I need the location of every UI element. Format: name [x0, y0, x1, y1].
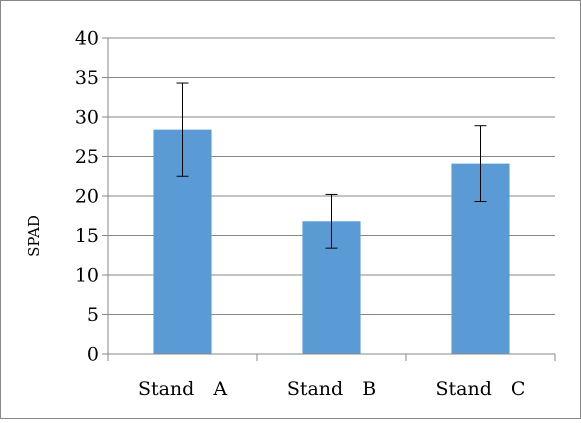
y-tick-label: 25	[75, 146, 99, 168]
y-axis-title: SPAD	[25, 215, 43, 257]
y-tick-label: 40	[75, 28, 99, 50]
y-tick-label: 20	[75, 186, 99, 208]
y-tick-label: 30	[75, 107, 99, 129]
y-tick-label: 15	[75, 225, 99, 247]
y-tick-label: 35	[75, 67, 99, 89]
bars	[153, 129, 510, 354]
y-tick-label: 5	[87, 304, 99, 326]
x-category-label: Stand A	[138, 378, 227, 400]
x-category-label: Stand C	[436, 378, 526, 400]
y-tick-labels: 0 5 10 15 20 25 30 35 40	[75, 28, 99, 366]
error-bars	[176, 82, 487, 249]
y-tick-label: 10	[75, 265, 99, 287]
axes	[107, 38, 556, 361]
x-category-labels: Stand A Stand B Stand C	[138, 378, 526, 400]
y-tick-label: 0	[87, 344, 99, 366]
x-category-label: Stand B	[287, 378, 376, 400]
